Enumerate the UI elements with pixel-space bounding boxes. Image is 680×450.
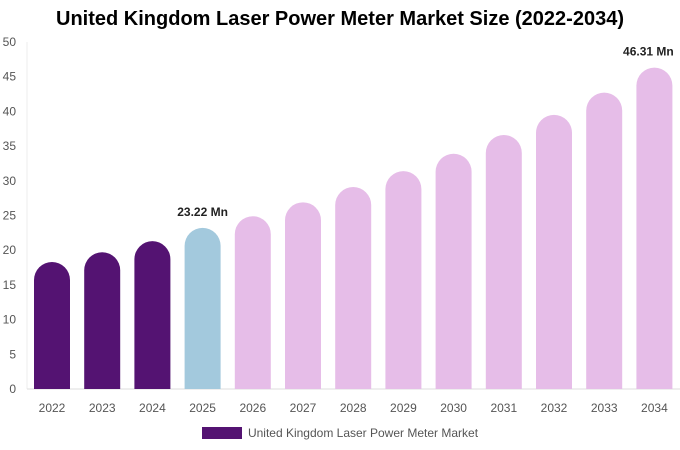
y-tick-label: 45 [3, 70, 17, 84]
y-tick-label: 30 [3, 174, 17, 188]
x-tick-label: 2028 [340, 401, 367, 415]
legend-swatch [201, 427, 242, 439]
y-tick-label: 35 [3, 139, 17, 153]
y-tick-label: 5 [9, 347, 16, 361]
bar-2031 [485, 134, 522, 389]
y-tick-label: 10 [3, 313, 17, 327]
x-tick-label: 2032 [541, 401, 568, 415]
bar-2027 [285, 202, 321, 389]
data-label: 23.22 Mn [177, 205, 228, 219]
y-tick-label: 25 [3, 209, 17, 223]
x-tick-label: 2029 [390, 401, 417, 415]
y-tick-label: 0 [9, 382, 16, 396]
bar-2029 [385, 171, 422, 389]
y-tick-label: 20 [3, 243, 17, 257]
bar-2033 [586, 92, 623, 390]
legend: United Kingdom Laser Power Meter Market [0, 426, 680, 440]
x-tick-label: 2024 [139, 401, 166, 415]
bar-2022 [34, 262, 70, 389]
x-tick-label: 2023 [89, 401, 116, 415]
x-tick-label: 2034 [641, 401, 668, 415]
x-tick-label: 2030 [440, 401, 467, 415]
bar-2026 [234, 216, 271, 389]
bar-2034 [636, 67, 673, 389]
x-tick-label: 2025 [189, 401, 216, 415]
x-tick-label: 2031 [490, 401, 517, 415]
legend-label: United Kingdom Laser Power Meter Market [247, 426, 479, 440]
data-label: 46.31 Mn [623, 45, 674, 59]
bar-2024 [134, 241, 171, 389]
x-tick-label: 2033 [591, 401, 618, 415]
x-tick-label: 2022 [39, 401, 66, 415]
bar-2030 [435, 153, 472, 389]
y-tick-label: 15 [3, 278, 17, 292]
chart-title: United Kingdom Laser Power Meter Market … [56, 8, 624, 30]
bar-2025 [184, 227, 221, 389]
x-tick-label: 2027 [290, 401, 317, 415]
bar-2023 [84, 252, 121, 389]
x-tick-label: 2026 [239, 401, 266, 415]
y-tick-label: 40 [3, 104, 17, 118]
bar-2032 [536, 114, 572, 390]
y-tick-label: 50 [3, 35, 17, 49]
bar-2028 [335, 187, 372, 389]
